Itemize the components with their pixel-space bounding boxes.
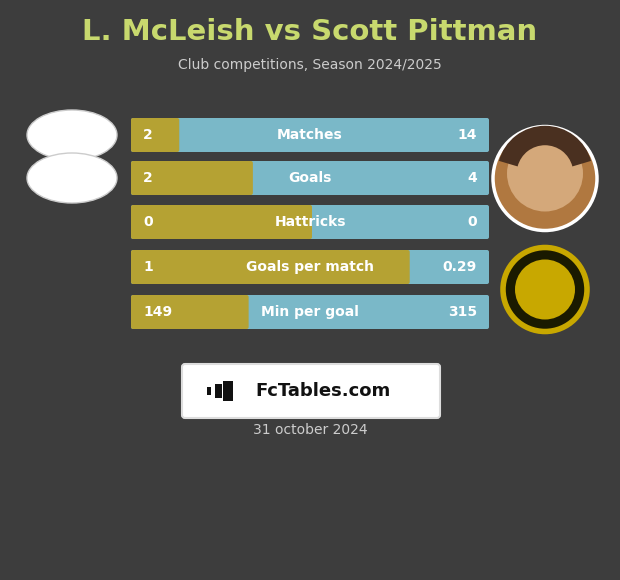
Ellipse shape [27, 153, 117, 203]
Text: Min per goal: Min per goal [261, 305, 359, 319]
Text: FcTables.com: FcTables.com [255, 382, 391, 400]
FancyBboxPatch shape [131, 295, 249, 329]
Text: 149: 149 [143, 305, 172, 319]
FancyBboxPatch shape [131, 205, 312, 239]
Circle shape [493, 126, 597, 230]
Text: Goals: Goals [288, 171, 332, 185]
Text: Matches: Matches [277, 128, 343, 142]
FancyBboxPatch shape [215, 384, 222, 398]
Text: 14: 14 [458, 128, 477, 142]
Text: 2: 2 [143, 128, 153, 142]
Text: L. McLeish vs Scott Pittman: L. McLeish vs Scott Pittman [82, 18, 538, 46]
Text: Goals per match: Goals per match [246, 260, 374, 274]
Text: 0.29: 0.29 [443, 260, 477, 274]
Text: 4: 4 [467, 171, 477, 185]
Text: 2: 2 [143, 171, 153, 185]
FancyBboxPatch shape [223, 381, 233, 401]
FancyBboxPatch shape [131, 118, 179, 152]
Text: 0: 0 [467, 215, 477, 229]
Text: 315: 315 [448, 305, 477, 319]
Text: 31 october 2024: 31 october 2024 [253, 423, 367, 437]
FancyBboxPatch shape [131, 161, 253, 195]
Circle shape [503, 248, 587, 332]
Circle shape [507, 136, 583, 212]
FancyBboxPatch shape [131, 250, 410, 284]
FancyBboxPatch shape [131, 205, 489, 239]
FancyBboxPatch shape [131, 118, 489, 152]
FancyBboxPatch shape [131, 250, 489, 284]
Text: 0: 0 [143, 215, 153, 229]
Text: 1: 1 [143, 260, 153, 274]
FancyBboxPatch shape [131, 161, 489, 195]
Circle shape [515, 259, 575, 320]
FancyBboxPatch shape [207, 387, 211, 395]
Text: Club competitions, Season 2024/2025: Club competitions, Season 2024/2025 [178, 58, 442, 72]
FancyBboxPatch shape [131, 295, 489, 329]
FancyBboxPatch shape [182, 364, 440, 418]
Text: Hattricks: Hattricks [274, 215, 346, 229]
Ellipse shape [27, 110, 117, 160]
